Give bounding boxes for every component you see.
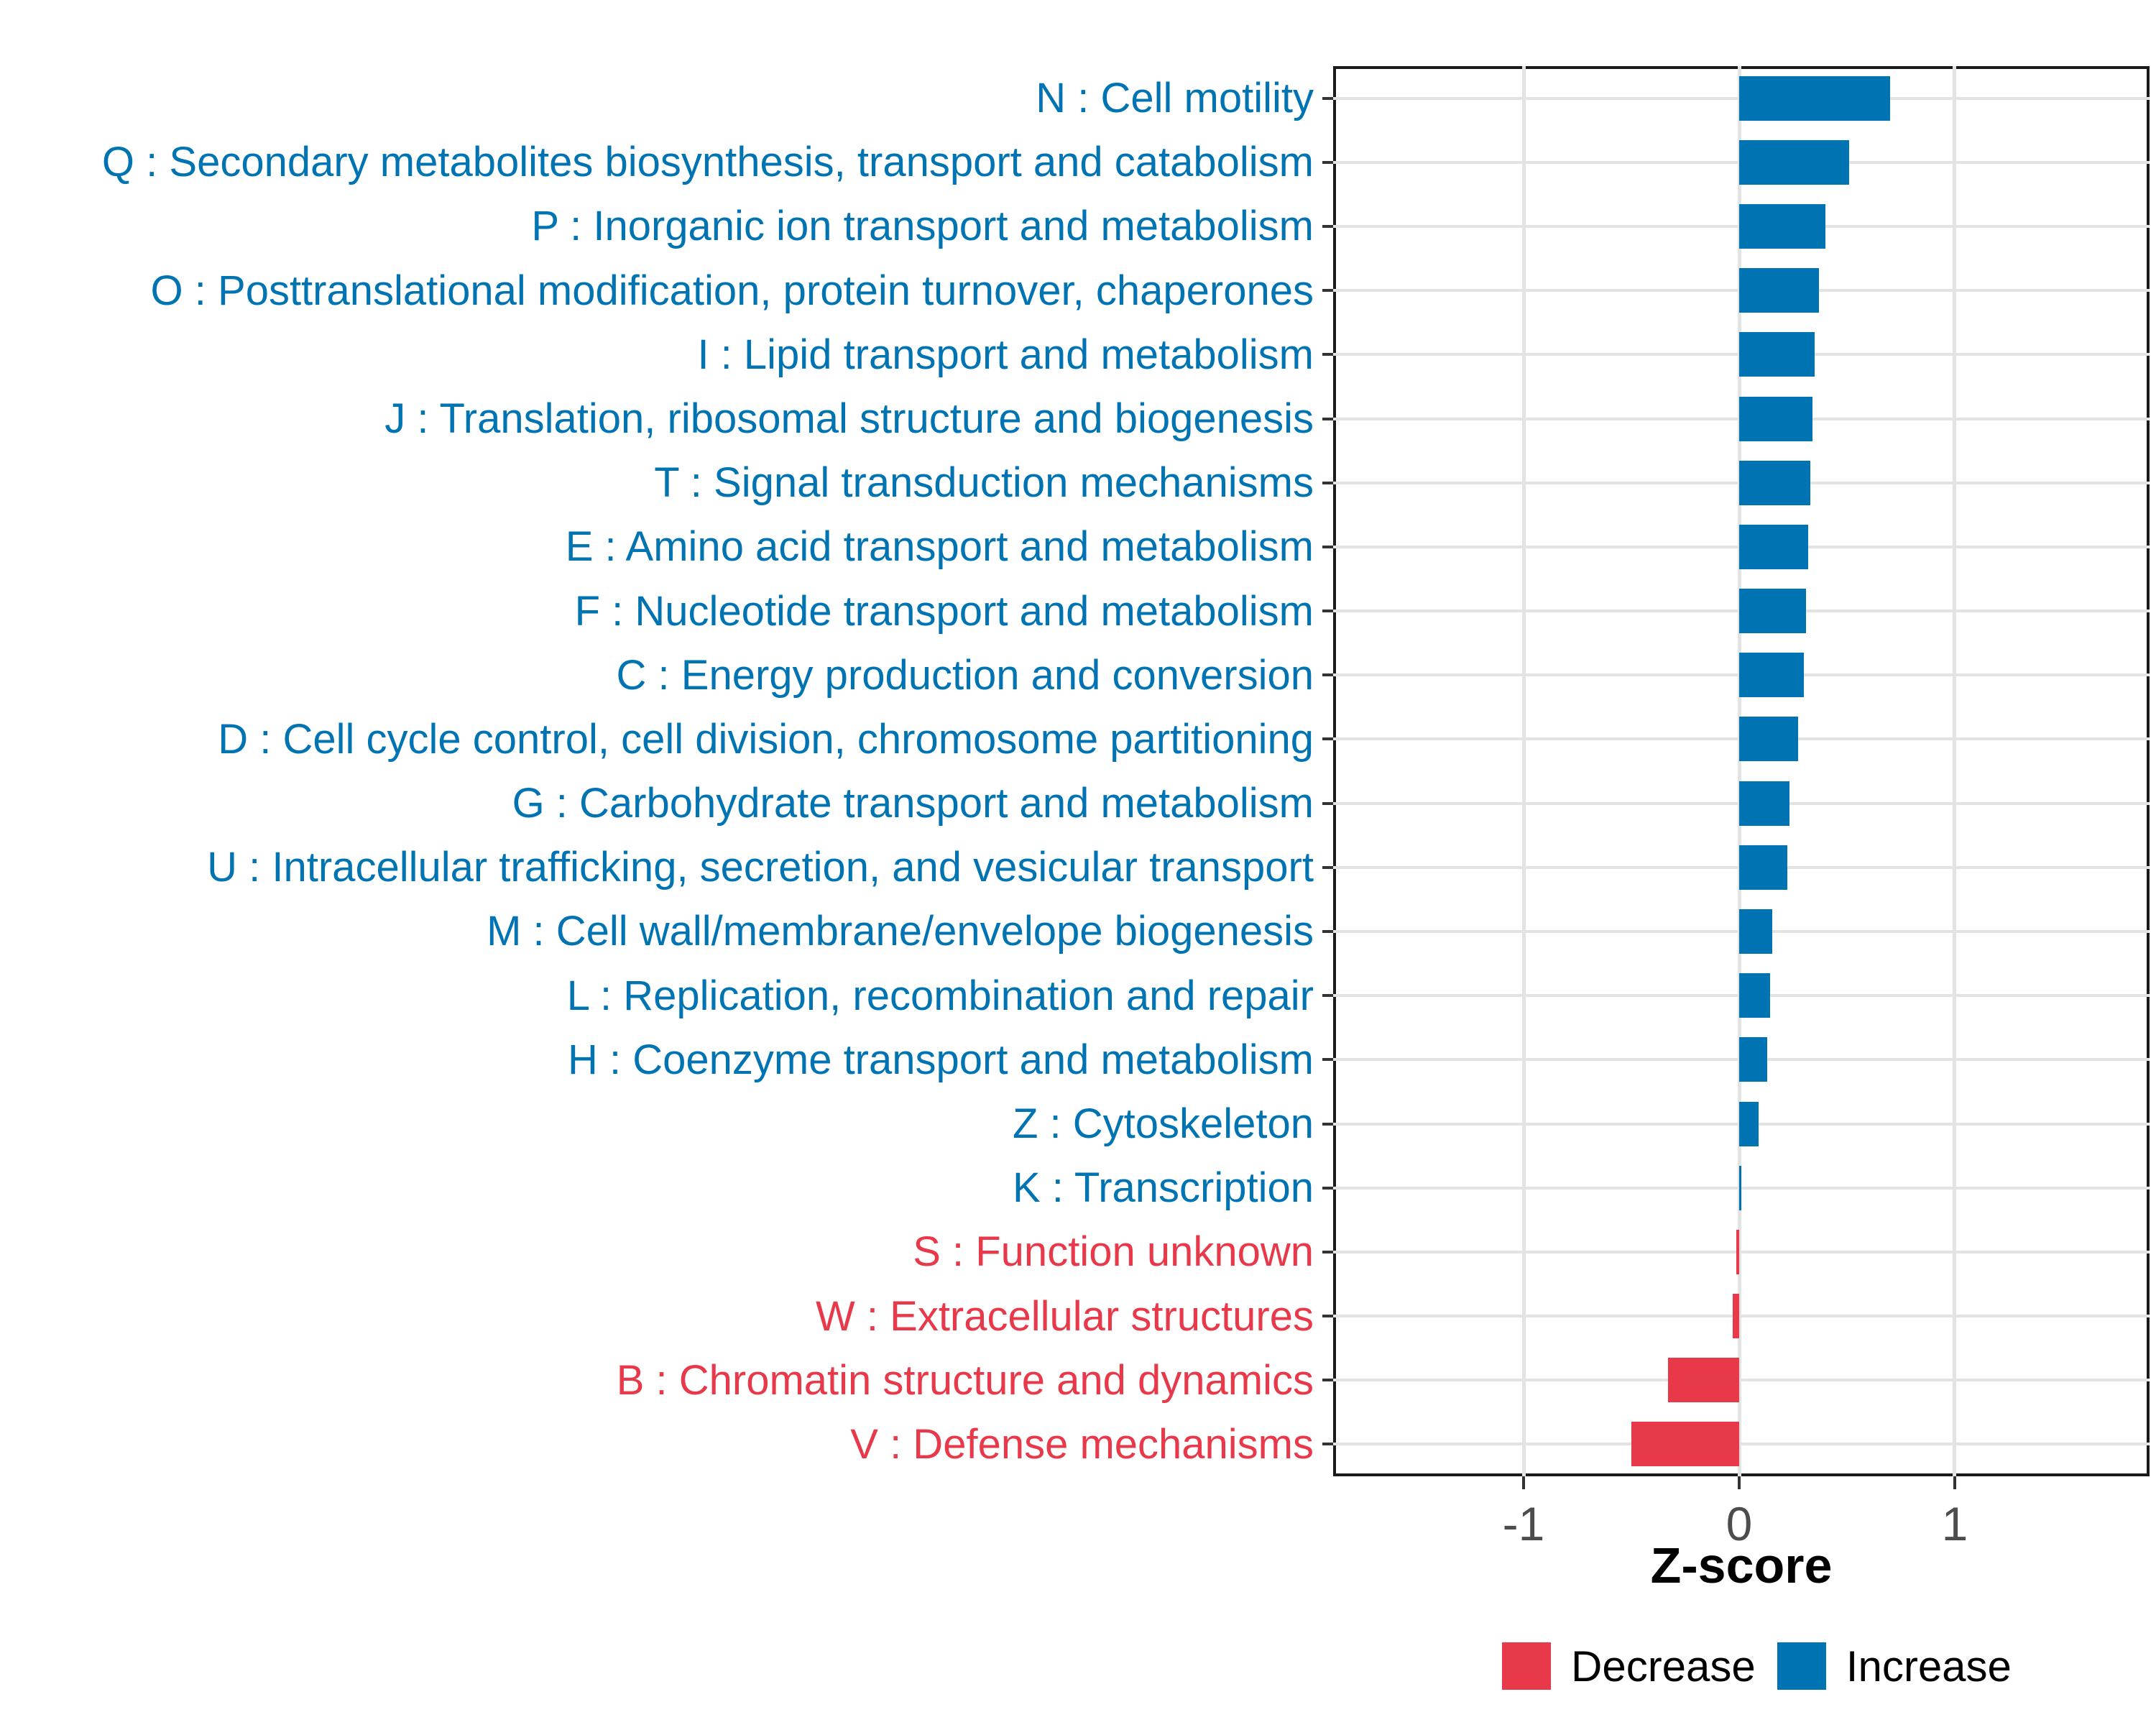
bar: [1739, 140, 1849, 185]
bar: [1739, 589, 1806, 633]
category-label: J : Translation, ribosomal structure and…: [384, 395, 1314, 442]
bar: [1739, 653, 1804, 697]
y-tick-mark: [1322, 289, 1333, 292]
legend-item: Increase: [1777, 1642, 2012, 1691]
x-tick-mark: [1522, 1476, 1525, 1489]
y-tick-mark: [1322, 802, 1333, 805]
bar: [1668, 1358, 1739, 1402]
legend-swatch: [1502, 1642, 1551, 1690]
y-tick-mark: [1322, 418, 1333, 420]
y-tick-mark: [1322, 994, 1333, 997]
legend: Decrease Increase: [1502, 1642, 2012, 1690]
y-tick-mark: [1322, 546, 1333, 548]
bar: [1739, 1166, 1741, 1210]
category-label: N : Cell motility: [1036, 75, 1314, 122]
bar: [1739, 909, 1773, 954]
bar: [1739, 397, 1812, 441]
category-label: L : Replication, recombination and repai…: [566, 972, 1314, 1019]
y-tick-mark: [1322, 737, 1333, 740]
category-label: V : Defense mechanisms: [850, 1420, 1314, 1468]
category-label: I : Lipid transport and metabolism: [697, 331, 1314, 378]
y-tick-mark: [1322, 1315, 1333, 1317]
category-label: E : Amino acid transport and metabolism: [565, 523, 1314, 571]
y-tick-mark: [1322, 225, 1333, 228]
bar: [1739, 717, 1799, 761]
bar: [1739, 332, 1815, 377]
bar: [1739, 1037, 1767, 1082]
x-tick-label: 1: [1941, 1497, 1968, 1550]
bar: [1739, 781, 1790, 826]
category-label: M : Cell wall/membrane/envelope biogenes…: [487, 908, 1314, 955]
y-tick-mark: [1322, 1379, 1333, 1381]
category-label: G : Carbohydrate transport and metabolis…: [512, 780, 1314, 827]
bar: [1733, 1294, 1739, 1338]
y-tick-mark: [1322, 1123, 1333, 1126]
vertical-gridline: [1521, 66, 1526, 1476]
x-tick-mark: [1738, 1476, 1741, 1489]
category-label: P : Inorganic ion transport and metaboli…: [531, 203, 1314, 250]
horizontal-gridline: [1333, 1379, 2150, 1381]
bar: [1739, 76, 1890, 121]
x-tick-label: 0: [1726, 1497, 1753, 1550]
category-label: U : Intracellular trafficking, secretion…: [207, 844, 1314, 891]
legend-swatch: [1777, 1642, 1826, 1690]
category-label: W : Extracellular structures: [816, 1292, 1314, 1340]
y-tick-mark: [1322, 1251, 1333, 1254]
y-tick-mark: [1322, 673, 1333, 676]
vertical-gridline: [1953, 66, 1957, 1476]
y-tick-mark: [1322, 930, 1333, 933]
category-label: S : Function unknown: [913, 1228, 1314, 1276]
category-label: Z : Cytoskeleton: [1012, 1100, 1314, 1147]
y-tick-mark: [1322, 1443, 1333, 1445]
plot-panel: [1333, 66, 2150, 1476]
category-label: K : Transcription: [1012, 1164, 1314, 1212]
bar: [1739, 268, 1819, 313]
y-tick-mark: [1322, 610, 1333, 612]
bar: [1736, 1230, 1739, 1274]
y-tick-mark: [1322, 161, 1333, 164]
x-axis-title: Z-score: [1650, 1537, 1833, 1593]
y-tick-mark: [1322, 97, 1333, 100]
category-label: D : Cell cycle control, cell division, c…: [218, 715, 1314, 763]
vertical-gridline: [1737, 66, 1741, 1476]
legend-item: Decrease: [1502, 1642, 1756, 1691]
x-tick-label: -1: [1502, 1497, 1545, 1550]
bar: [1739, 461, 1810, 505]
bar: [1739, 973, 1771, 1018]
category-label: B : Chromatin structure and dynamics: [616, 1356, 1314, 1404]
y-tick-mark: [1322, 866, 1333, 869]
horizontal-gridline: [1333, 1251, 2150, 1254]
legend-label: Decrease: [1571, 1642, 1756, 1690]
bar: [1739, 525, 1808, 569]
category-label: H : Coenzyme transport and metabolism: [568, 1036, 1314, 1083]
category-label: O : Posttranslational modification, prot…: [150, 267, 1314, 314]
horizontal-gridline: [1333, 1443, 2150, 1445]
y-tick-mark: [1322, 353, 1333, 356]
x-tick-mark: [1953, 1476, 1956, 1489]
bar: [1739, 204, 1825, 249]
category-label: Q : Secondary metabolites biosynthesis, …: [101, 139, 1314, 186]
horizontal-gridline: [1333, 1315, 2150, 1317]
y-tick-mark: [1322, 1058, 1333, 1061]
legend-label: Increase: [1846, 1642, 2012, 1690]
horizontal-gridline: [1333, 1187, 2150, 1190]
bar: [1739, 1102, 1759, 1146]
bar: [1739, 845, 1788, 890]
y-tick-mark: [1322, 1187, 1333, 1190]
bar: [1631, 1422, 1739, 1466]
category-label: F : Nucleotide transport and metabolism: [574, 587, 1314, 635]
y-tick-mark: [1322, 482, 1333, 484]
category-label: C : Energy production and conversion: [616, 651, 1314, 699]
category-label: T : Signal transduction mechanisms: [654, 459, 1314, 507]
